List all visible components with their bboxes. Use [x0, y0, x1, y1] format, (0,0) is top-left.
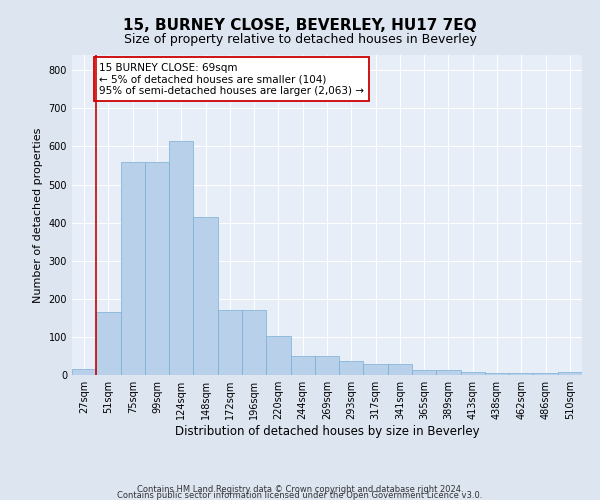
Text: 15 BURNEY CLOSE: 69sqm
← 5% of detached houses are smaller (104)
95% of semi-det: 15 BURNEY CLOSE: 69sqm ← 5% of detached … [99, 62, 364, 96]
Bar [558, 372, 582, 375]
Bar [364, 364, 388, 375]
Bar [509, 373, 533, 375]
Y-axis label: Number of detached properties: Number of detached properties [33, 128, 43, 302]
Bar [388, 364, 412, 375]
Bar [145, 162, 169, 375]
Bar [485, 373, 509, 375]
Bar [96, 312, 121, 375]
Text: 15, BURNEY CLOSE, BEVERLEY, HU17 7EQ: 15, BURNEY CLOSE, BEVERLEY, HU17 7EQ [123, 18, 477, 32]
Bar [72, 368, 96, 375]
Bar [412, 370, 436, 375]
Bar [339, 360, 364, 375]
Text: Contains public sector information licensed under the Open Government Licence v3: Contains public sector information licen… [118, 491, 482, 500]
Text: Size of property relative to detached houses in Beverley: Size of property relative to detached ho… [124, 32, 476, 46]
Bar [533, 373, 558, 375]
Bar [461, 372, 485, 375]
Bar [315, 356, 339, 375]
Bar [193, 217, 218, 375]
X-axis label: Distribution of detached houses by size in Beverley: Distribution of detached houses by size … [175, 425, 479, 438]
Bar [290, 356, 315, 375]
Bar [436, 370, 461, 375]
Bar [169, 140, 193, 375]
Bar [242, 310, 266, 375]
Bar [121, 162, 145, 375]
Text: Contains HM Land Registry data © Crown copyright and database right 2024.: Contains HM Land Registry data © Crown c… [137, 485, 463, 494]
Bar [266, 336, 290, 375]
Bar [218, 310, 242, 375]
